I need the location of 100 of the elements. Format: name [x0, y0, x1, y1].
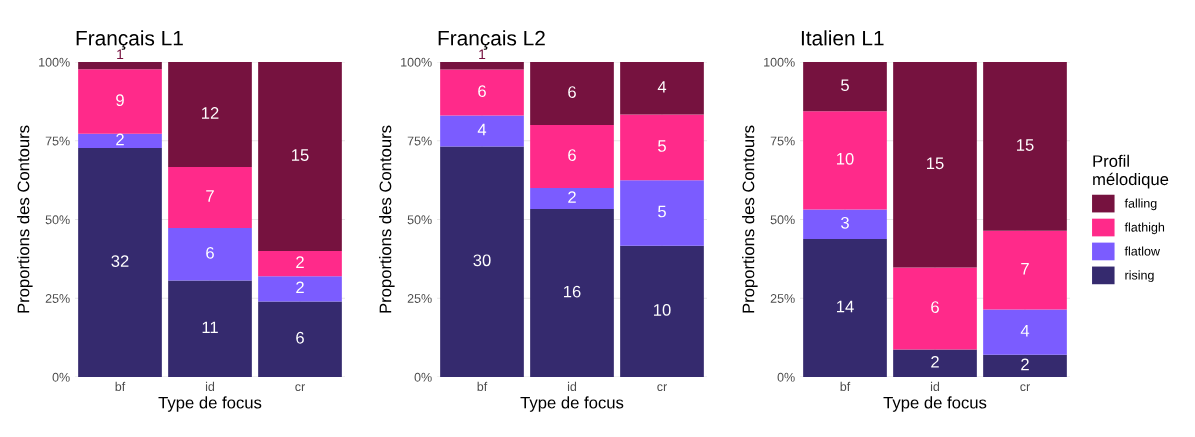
- bar: [258, 276, 342, 302]
- text: 1: [117, 49, 124, 60]
- annotation: 10: [837, 152, 854, 165]
- y-tick-label: 100%: [401, 57, 432, 67]
- y-tick-label: 0%: [414, 372, 432, 382]
- bar: [530, 125, 614, 188]
- legend-label: flathigh: [1124, 222, 1165, 235]
- annotation: 6: [931, 301, 939, 313]
- x-tick-label: cr: [657, 384, 667, 392]
- annotation: 5: [841, 79, 849, 92]
- y-axis-title: Proportions des Contours: [17, 125, 33, 313]
- bar: [530, 188, 614, 210]
- bar: [620, 114, 704, 181]
- y-tick-label: 100%: [764, 57, 795, 67]
- annotation: 30: [473, 254, 491, 267]
- annotation: 2: [931, 355, 939, 368]
- x-axis-title: Type de focus: [520, 396, 624, 412]
- bar: [168, 166, 252, 228]
- annotation: 10: [654, 303, 671, 316]
- x-tick-label: id: [205, 381, 215, 392]
- annotation: 9: [116, 94, 124, 107]
- y-tick-label: 25%: [770, 294, 795, 303]
- bar: [440, 62, 524, 70]
- annotation: 2: [1021, 358, 1029, 371]
- bar: [530, 209, 614, 377]
- x-axis-title: Type de focus: [158, 396, 262, 412]
- bar: [440, 146, 524, 377]
- bar: [893, 62, 977, 268]
- annotation: 7: [206, 190, 214, 202]
- y-tick-label: 25%: [45, 294, 70, 303]
- annotation: 2: [568, 191, 576, 203]
- y-tick-label: 50%: [45, 215, 70, 225]
- bar: [983, 62, 1067, 231]
- y-tick-label: 0%: [777, 372, 795, 382]
- annotation: 5: [658, 140, 666, 152]
- annotation: 2: [296, 256, 304, 268]
- annotation: 32: [111, 255, 129, 267]
- x-tick-label: bf: [115, 381, 126, 392]
- chart-title: Français L2: [438, 30, 545, 50]
- bar: [803, 209, 887, 240]
- bar: [168, 62, 252, 167]
- annotation: 6: [296, 331, 304, 344]
- annotation: 7: [1021, 263, 1029, 275]
- y-tick-label: 100%: [39, 57, 70, 67]
- annotation: 16: [564, 285, 581, 298]
- bar: [530, 62, 614, 125]
- y-tick-label: 50%: [770, 215, 795, 225]
- bar: [258, 251, 342, 277]
- bar: [620, 180, 704, 246]
- y-tick-label: 25%: [407, 294, 432, 303]
- annotation: 15: [292, 149, 309, 161]
- y-tick-label: 75%: [770, 136, 795, 146]
- annotation: 6: [568, 86, 576, 98]
- bar: [78, 62, 162, 70]
- bar: [620, 62, 704, 115]
- y-axis-title: Proportions des Contours: [379, 125, 395, 313]
- annotation: 14: [837, 300, 854, 313]
- y-tick-label: 50%: [407, 215, 432, 225]
- y-tick-label: 0%: [52, 372, 70, 382]
- bar: [983, 230, 1067, 310]
- x-tick-label: id: [930, 381, 940, 392]
- annotation: 15: [927, 157, 944, 170]
- legend-label: flatlow: [1124, 246, 1161, 256]
- x-axis-title: Type de focus: [883, 396, 987, 412]
- chart-title: Italien L1: [801, 30, 884, 46]
- y-axis-title: Proportions des Contours: [742, 125, 758, 313]
- x-tick-label: cr: [1020, 384, 1030, 392]
- bar: [803, 111, 887, 210]
- annotation: 5: [658, 205, 666, 218]
- annotation: 4: [1020, 324, 1030, 337]
- legend-label: rising: [1125, 270, 1154, 283]
- annotation: 3: [841, 216, 849, 229]
- x-tick-label: bf: [840, 381, 851, 392]
- annotation: 15: [1017, 139, 1034, 151]
- bar: [803, 62, 887, 112]
- bar: [78, 133, 162, 148]
- x-tick-label: bf: [477, 381, 488, 392]
- annotation: 6: [206, 246, 214, 259]
- bar: [983, 309, 1067, 355]
- x-tick-label: id: [567, 381, 577, 392]
- bar: [168, 280, 252, 377]
- bar: [168, 228, 252, 281]
- annotation: 6: [478, 85, 486, 98]
- x-tick-label: cr: [295, 384, 305, 392]
- annotation: 4: [657, 81, 667, 93]
- bar: [78, 147, 162, 377]
- bar: [983, 354, 1067, 377]
- annotation: 11: [202, 321, 218, 334]
- bar: [258, 62, 342, 251]
- bar: [893, 349, 977, 377]
- chart-title: Français L1: [76, 30, 183, 50]
- legend-label: falling: [1124, 198, 1157, 211]
- bar: [78, 69, 162, 134]
- y-tick-label: 75%: [45, 136, 70, 146]
- bar: [893, 267, 977, 350]
- bar: [620, 245, 704, 377]
- y-tick-label: 75%: [407, 136, 432, 146]
- bar: [258, 301, 342, 377]
- text: 1: [479, 49, 486, 60]
- annotation: 2: [296, 281, 304, 294]
